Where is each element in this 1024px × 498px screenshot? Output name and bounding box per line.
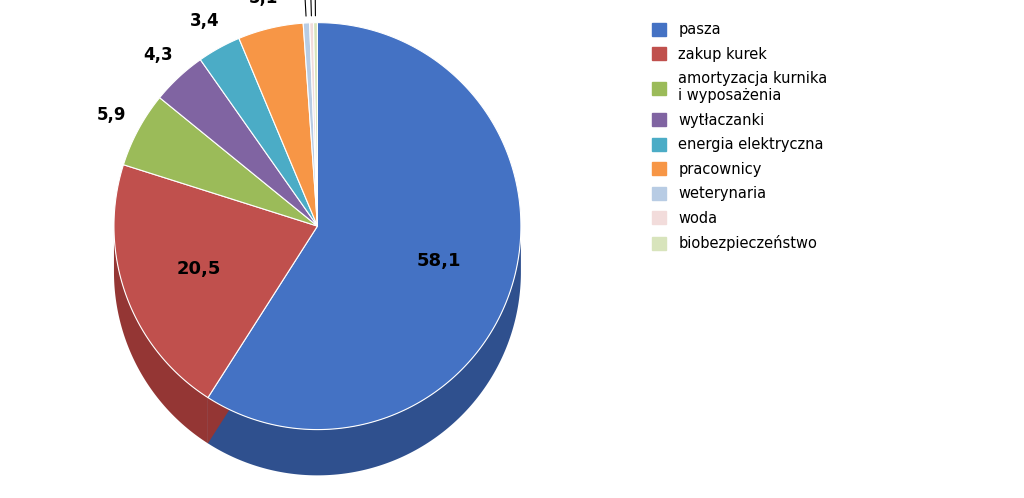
Polygon shape [208,226,317,443]
Polygon shape [208,22,521,430]
Polygon shape [313,22,317,226]
Text: 5,9: 5,9 [96,106,126,124]
Polygon shape [309,23,317,226]
Text: 58,1: 58,1 [417,252,461,270]
Polygon shape [160,60,317,226]
Text: 5,1: 5,1 [249,0,279,7]
Legend: pasza, zakup kurek, amortyzacja kurnika
i wyposażenia, wytłaczanki, energia elek: pasza, zakup kurek, amortyzacja kurnika … [652,22,827,251]
Polygon shape [239,23,317,226]
Polygon shape [114,225,208,443]
Polygon shape [201,38,317,226]
Polygon shape [208,226,317,443]
Polygon shape [124,98,317,226]
Text: 20,5: 20,5 [177,260,221,278]
Polygon shape [303,23,317,226]
Polygon shape [114,165,317,397]
Text: 4,3: 4,3 [143,46,173,64]
Polygon shape [208,225,521,476]
Text: 3,4: 3,4 [189,12,219,30]
